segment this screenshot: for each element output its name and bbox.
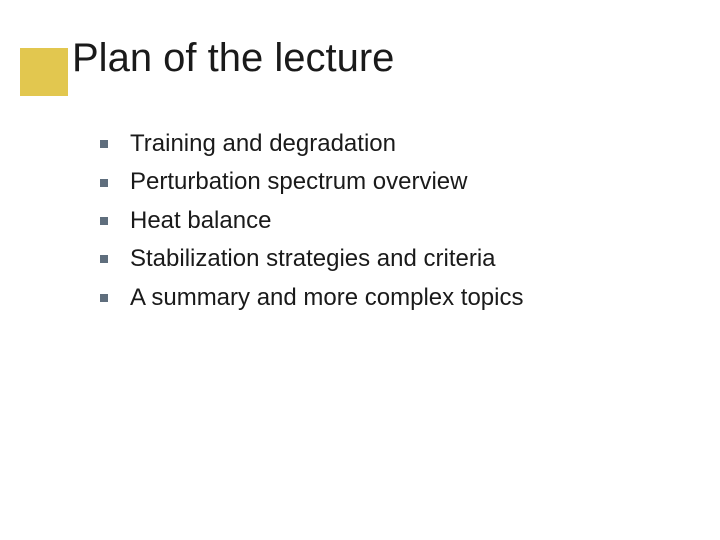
bullet-text: Training and degradation — [130, 128, 396, 160]
list-item: Perturbation spectrum overview — [100, 166, 523, 198]
bullet-square-icon — [100, 255, 108, 263]
title-accent-bar — [20, 48, 68, 96]
bullet-text: A summary and more complex topics — [130, 282, 523, 314]
bullet-list: Training and degradation Perturbation sp… — [100, 128, 523, 320]
bullet-square-icon — [100, 179, 108, 187]
bullet-text: Heat balance — [130, 205, 271, 237]
bullet-square-icon — [100, 217, 108, 225]
bullet-square-icon — [100, 140, 108, 148]
list-item: A summary and more complex topics — [100, 282, 523, 314]
page-title: Plan of the lecture — [72, 36, 394, 81]
bullet-text: Stabilization strategies and criteria — [130, 243, 496, 275]
bullet-square-icon — [100, 294, 108, 302]
list-item: Heat balance — [100, 205, 523, 237]
list-item: Stabilization strategies and criteria — [100, 243, 523, 275]
bullet-text: Perturbation spectrum overview — [130, 166, 467, 198]
list-item: Training and degradation — [100, 128, 523, 160]
